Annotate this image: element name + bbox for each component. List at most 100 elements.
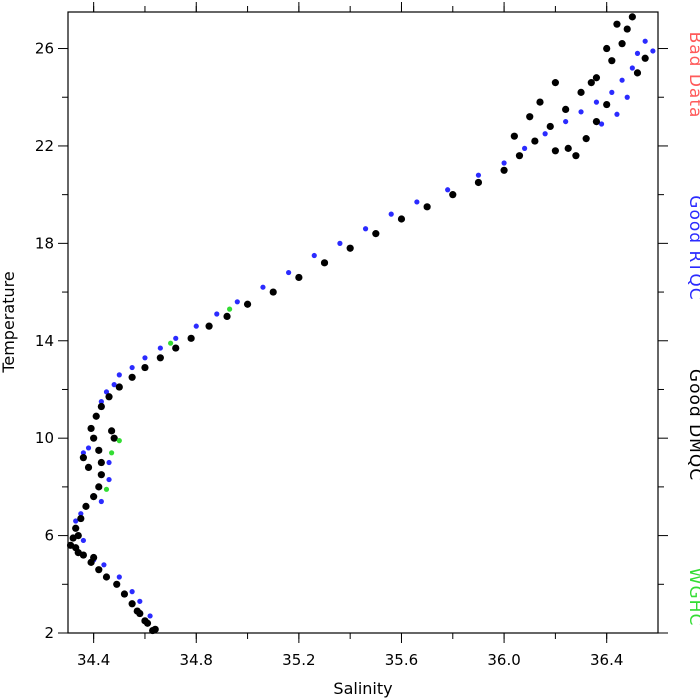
- data-point-good-rtqc: [650, 48, 656, 54]
- data-point-good-dmqc: [641, 54, 649, 62]
- data-point-good-dmqc: [82, 502, 90, 510]
- data-point-good-dmqc: [108, 427, 116, 435]
- data-point-good-rtqc: [106, 459, 112, 466]
- data-point-good-rtqc: [85, 445, 92, 451]
- data-point-good-dmqc: [623, 25, 631, 33]
- legend-entry: Good RTQC: [685, 195, 700, 300]
- data-point-good-dmqc: [608, 57, 616, 65]
- data-point-good-dmqc: [536, 98, 544, 106]
- data-point-good-dmqc: [151, 625, 159, 633]
- data-point-good-dmqc: [397, 215, 406, 223]
- data-point-good-rtqc: [173, 335, 179, 341]
- data-point-good-dmqc: [618, 40, 626, 48]
- data-point-good-rtqc: [116, 372, 122, 378]
- data-point-wghc: [116, 438, 122, 444]
- data-point-good-dmqc: [102, 573, 111, 581]
- data-point-good-dmqc: [74, 531, 82, 540]
- data-point-good-dmqc: [628, 13, 636, 21]
- data-point-good-dmqc: [113, 580, 121, 588]
- data-point-good-dmqc: [141, 363, 149, 372]
- data-point-wghc: [109, 450, 115, 456]
- data-point-good-dmqc: [423, 203, 431, 211]
- data-point-good-dmqc: [500, 166, 508, 174]
- data-point-good-rtqc: [73, 518, 79, 524]
- data-point-good-rtqc: [388, 211, 394, 217]
- data-point-good-rtqc: [634, 50, 641, 57]
- data-point-good-rtqc: [475, 172, 482, 178]
- data-point-good-dmqc: [133, 607, 141, 615]
- data-point-good-rtqc: [137, 598, 143, 604]
- data-point-good-rtqc: [578, 109, 584, 115]
- data-point-good-dmqc: [526, 113, 534, 121]
- y-tick-label: 14: [35, 332, 54, 350]
- x-tick-label: 35.6: [385, 651, 418, 669]
- data-point-good-dmqc: [97, 402, 105, 411]
- data-point-good-rtqc: [609, 89, 615, 95]
- data-point-wghc: [168, 340, 174, 346]
- data-point-good-rtqc: [311, 252, 317, 259]
- data-point-good-dmqc: [97, 471, 105, 479]
- data-point-good-dmqc: [74, 549, 82, 557]
- data-point-good-dmqc: [592, 74, 601, 82]
- data-point-good-dmqc: [243, 300, 252, 308]
- data-point-good-dmqc: [633, 69, 642, 77]
- data-point-good-dmqc: [592, 117, 601, 126]
- data-point-good-rtqc: [563, 118, 569, 125]
- data-point-good-dmqc: [110, 434, 118, 442]
- data-point-good-dmqc: [603, 44, 611, 53]
- data-point-good-rtqc: [142, 355, 148, 361]
- data-point-good-dmqc: [141, 617, 149, 625]
- x-tick-label: 36.4: [590, 651, 623, 669]
- data-point-good-dmqc: [603, 100, 611, 109]
- data-point-good-dmqc: [97, 458, 105, 467]
- data-point-good-dmqc: [187, 334, 195, 342]
- legend: Bad Data Good RTQC Good DMQC WGHC: [685, 32, 700, 627]
- data-point-good-rtqc: [362, 226, 369, 232]
- data-point-good-dmqc: [90, 553, 98, 562]
- data-point-good-rtqc: [234, 299, 240, 305]
- data-point-good-dmqc: [90, 493, 98, 501]
- data-point-good-dmqc: [77, 514, 85, 523]
- data-point-good-dmqc: [346, 244, 354, 252]
- data-point-wghc: [103, 486, 110, 492]
- data-points: [66, 13, 656, 635]
- y-tick-label: 22: [35, 137, 54, 155]
- data-point-good-rtqc: [78, 511, 84, 517]
- data-point-good-rtqc: [147, 613, 153, 619]
- data-point-good-dmqc: [120, 590, 129, 598]
- data-point-good-dmqc: [79, 454, 87, 462]
- data-point-good-dmqc: [92, 412, 100, 420]
- data-point-good-rtqc: [111, 382, 117, 388]
- data-point-good-rtqc: [286, 269, 292, 276]
- data-point-good-rtqc: [642, 38, 648, 44]
- data-point-good-dmqc: [474, 178, 483, 187]
- data-point-good-dmqc: [572, 152, 580, 160]
- data-point-good-dmqc: [205, 322, 213, 330]
- data-point-good-rtqc: [619, 77, 625, 83]
- data-point-good-rtqc: [624, 94, 630, 100]
- data-point-good-dmqc: [449, 191, 457, 199]
- data-point-wghc: [227, 306, 233, 312]
- data-point-good-rtqc: [98, 399, 104, 405]
- data-point-good-dmqc: [515, 152, 524, 160]
- y-tick-label: 10: [35, 429, 54, 447]
- data-point-good-dmqc: [531, 137, 539, 145]
- x-tick-label: 34.8: [180, 651, 213, 669]
- data-point-good-dmqc: [551, 147, 559, 155]
- plot-frame: [67, 11, 659, 634]
- data-point-good-dmqc: [269, 288, 277, 296]
- data-point-good-rtqc: [414, 199, 420, 205]
- data-point-good-dmqc: [90, 434, 98, 442]
- data-point-good-rtqc: [542, 131, 548, 137]
- data-point-good-rtqc: [129, 589, 135, 595]
- x-tick-label: 36.0: [487, 651, 520, 669]
- data-point-good-rtqc: [103, 389, 110, 395]
- data-point-good-rtqc: [501, 160, 507, 166]
- data-point-good-dmqc: [128, 600, 136, 608]
- data-point-good-dmqc: [115, 383, 123, 391]
- data-point-good-rtqc: [629, 65, 635, 71]
- y-tick-label: 6: [44, 527, 54, 545]
- data-point-good-rtqc: [98, 498, 104, 505]
